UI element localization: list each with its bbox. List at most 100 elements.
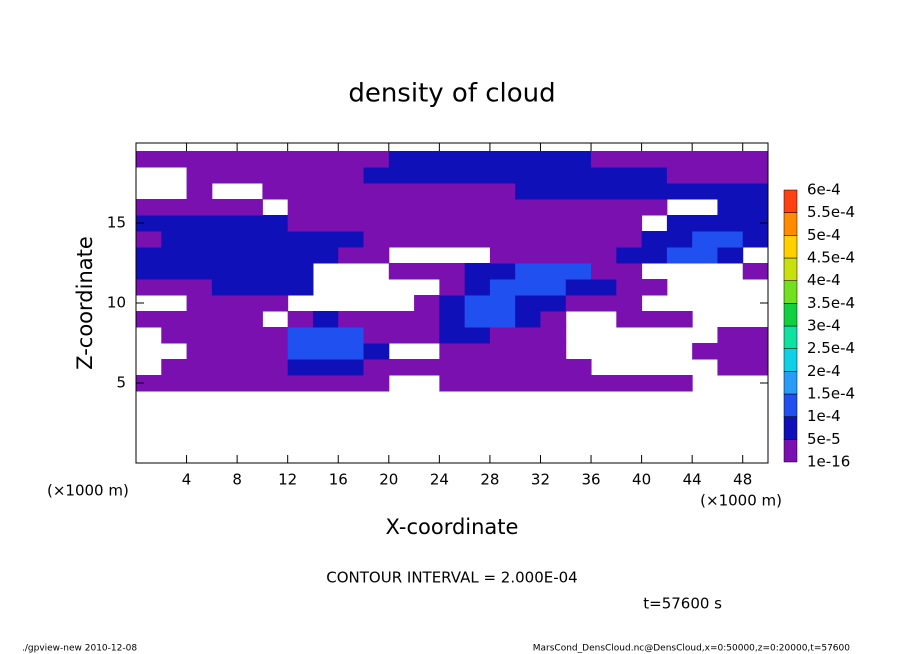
cell: [464, 359, 491, 376]
cell: [464, 327, 491, 344]
x-tick-label: 20: [379, 471, 398, 489]
cell: [742, 167, 769, 184]
cell: [287, 279, 314, 296]
contour-interval: CONTOUR INTERVAL = 2.000E-04: [326, 569, 577, 587]
cell: [489, 247, 516, 264]
cell: [237, 151, 263, 168]
cell: [540, 327, 567, 344]
cell: [489, 295, 516, 312]
cell: [186, 215, 213, 232]
cell: [211, 343, 238, 360]
cell: [237, 311, 263, 328]
cell: [287, 247, 314, 264]
cell: [312, 199, 339, 216]
colorbar-label: 5e-5: [807, 430, 841, 448]
cell: [262, 359, 289, 376]
cell: [237, 295, 263, 312]
cell: [742, 199, 769, 216]
cell: [641, 199, 668, 216]
cell: [717, 359, 744, 376]
colorbar-label: 1e-4: [807, 407, 841, 425]
cell: [515, 295, 541, 312]
x-tick-label: 36: [581, 471, 600, 489]
cell: [439, 183, 466, 200]
cell: [489, 279, 516, 296]
cell: [464, 199, 491, 216]
cell: [666, 151, 693, 168]
x-tick-label: 28: [480, 471, 499, 489]
cell: [717, 343, 744, 360]
cell: [338, 167, 365, 184]
colorbar-label: 2e-4: [807, 362, 841, 380]
cell: [262, 279, 289, 296]
cell: [136, 231, 162, 248]
cell: [388, 215, 415, 232]
colorbar-label: 1e-16: [807, 453, 850, 471]
cell: [136, 215, 162, 232]
cell: [312, 343, 339, 360]
cell: [211, 231, 238, 248]
cell: [489, 311, 516, 328]
cell: [692, 231, 718, 248]
y-tick-label: 15: [107, 214, 126, 232]
cell: [136, 199, 162, 216]
cell: [616, 151, 643, 168]
cell: [312, 375, 339, 392]
cell: [136, 263, 162, 280]
cell: [363, 311, 390, 328]
cell: [388, 183, 415, 200]
cell: [262, 247, 289, 264]
cell: [262, 215, 289, 232]
cell: [338, 247, 365, 264]
cell: [262, 295, 289, 312]
cell: [464, 215, 491, 232]
cell: [439, 295, 466, 312]
cell: [363, 183, 390, 200]
cell: [136, 375, 162, 392]
cell: [540, 359, 567, 376]
cell: [515, 375, 541, 392]
cell: [312, 359, 339, 376]
colorbar-swatch: [783, 189, 798, 213]
cell: [186, 247, 213, 264]
cell: [565, 359, 592, 376]
cell: [742, 151, 769, 168]
colorbar-label: 5e-4: [807, 226, 841, 244]
cell: [692, 151, 718, 168]
cell: [237, 327, 263, 344]
x-tick-label: 44: [683, 471, 702, 489]
cell: [565, 183, 592, 200]
cell: [666, 247, 693, 264]
cell: [565, 375, 592, 392]
cell: [515, 247, 541, 264]
colorbar-swatch: [783, 235, 798, 259]
cell: [414, 167, 440, 184]
cell: [186, 199, 213, 216]
cell: [616, 247, 643, 264]
cell: [287, 167, 314, 184]
cell: [515, 151, 541, 168]
cell: [363, 199, 390, 216]
cell: [540, 343, 567, 360]
cell: [540, 215, 567, 232]
cell: [641, 183, 668, 200]
cell: [237, 343, 263, 360]
cell: [237, 279, 263, 296]
colorbar-swatch: [783, 257, 798, 281]
cell: [489, 263, 516, 280]
cell: [742, 215, 769, 232]
cell: [666, 167, 693, 184]
cell: [692, 215, 718, 232]
cell: [287, 199, 314, 216]
cell: [388, 327, 415, 344]
cell: [515, 311, 541, 328]
cell: [515, 327, 541, 344]
cell: [363, 375, 390, 392]
cell: [666, 231, 693, 248]
cell: [540, 199, 567, 216]
cell: [641, 375, 668, 392]
cell: [136, 151, 162, 168]
cell: [464, 263, 491, 280]
cell: [742, 359, 769, 376]
cell: [464, 375, 491, 392]
